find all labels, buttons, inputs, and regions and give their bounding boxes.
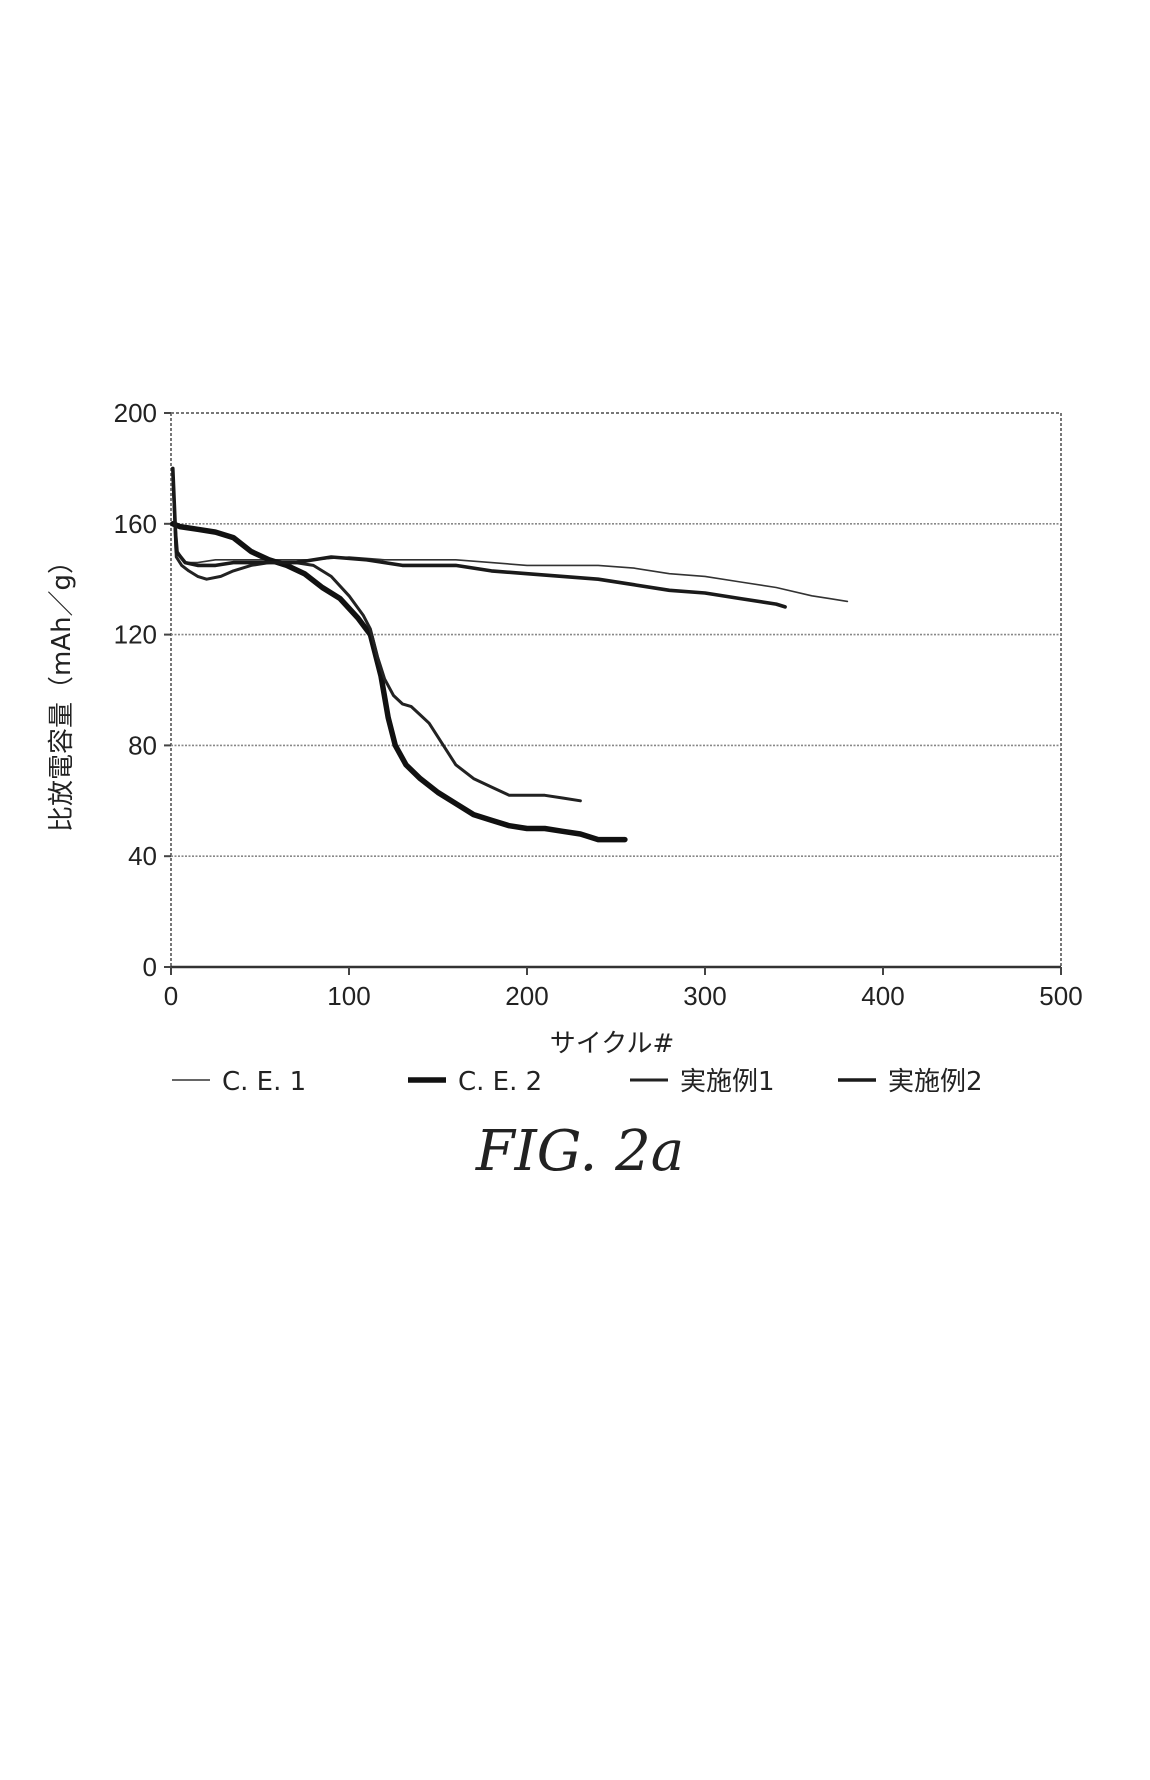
y-axis-ticks: 0 40 80 120 160 200 <box>114 398 171 982</box>
legend-item: C. E. 1 <box>172 1067 306 1097</box>
legend-label: 実施例1 <box>680 1067 775 1097</box>
plot-area <box>171 413 1061 967</box>
plot-border <box>171 413 1061 967</box>
y-axis-title: 比放電容量（mAh／g） <box>47 548 77 832</box>
x-tick-label: 500 <box>1039 981 1082 1011</box>
figure-caption: FIG. 2a <box>475 1119 684 1184</box>
legend-label: C. E. 1 <box>222 1067 306 1097</box>
x-tick-label: 0 <box>164 981 178 1011</box>
y-tick-label: 200 <box>114 398 157 428</box>
x-axis-ticks: 0 100 200 300 400 500 <box>164 967 1083 1011</box>
y-tick-label: 120 <box>114 620 157 650</box>
x-axis-title: サイクル# <box>550 1029 675 1059</box>
legend-item: C. E. 2 <box>408 1067 542 1097</box>
x-tick-label: 100 <box>327 981 370 1011</box>
x-tick-label: 200 <box>505 981 548 1011</box>
legend-item: 実施例2 <box>838 1067 983 1097</box>
series-line <box>173 474 581 801</box>
y-tick-label: 160 <box>114 509 157 539</box>
legend-label: 実施例2 <box>888 1067 983 1097</box>
series-line <box>173 468 785 607</box>
y-tick-label: 0 <box>143 952 157 982</box>
x-tick-label: 300 <box>683 981 726 1011</box>
legend-item: 実施例1 <box>630 1067 775 1097</box>
y-tick-label: 80 <box>128 730 157 760</box>
legend: C. E. 1 C. E. 2 実施例1 実施例2 <box>172 1067 983 1097</box>
series-line <box>173 491 848 602</box>
legend-label: C. E. 2 <box>458 1067 542 1097</box>
x-tick-label: 400 <box>861 981 904 1011</box>
y-tick-label: 40 <box>128 841 157 871</box>
series-line <box>173 524 625 840</box>
